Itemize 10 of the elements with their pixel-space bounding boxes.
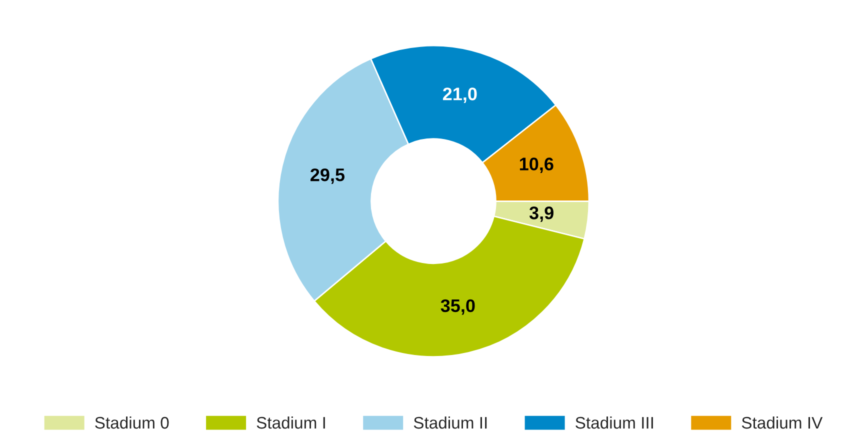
- legend-label: Stadium I: [256, 416, 325, 429]
- legend-label: Stadium 0: [95, 416, 169, 429]
- data-label: 21,0: [442, 88, 477, 103]
- data-label: 3,9: [529, 206, 554, 222]
- data-label: 35,0: [440, 299, 475, 315]
- legend-label: Stadium II: [414, 416, 487, 429]
- legend-label: Stadium III: [576, 416, 653, 429]
- data-label: 10,6: [520, 158, 554, 174]
- data-label: 29,5: [310, 168, 345, 184]
- legend-label: Stadium IV: [742, 416, 823, 429]
